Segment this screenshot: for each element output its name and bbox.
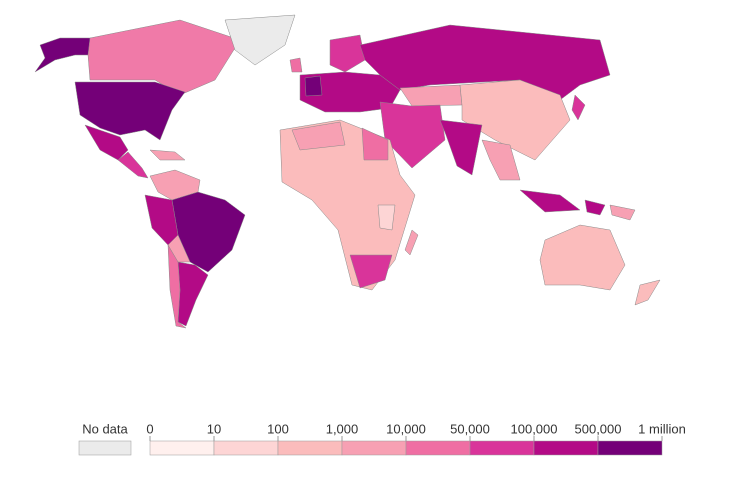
- country: [224, 14, 296, 66]
- country: [149, 149, 186, 161]
- legend-tick-label: 500,000: [575, 421, 622, 436]
- country: [349, 254, 393, 289]
- country: [117, 151, 149, 179]
- country: [439, 119, 483, 176]
- country: [289, 57, 303, 73]
- country: [177, 261, 209, 327]
- country: [609, 204, 636, 221]
- legend-bin: [277, 440, 343, 456]
- country: [377, 204, 396, 231]
- legend-bin: [469, 440, 535, 456]
- country: [304, 75, 323, 97]
- country: [34, 37, 96, 73]
- country: [571, 94, 586, 121]
- country: [634, 279, 661, 306]
- country: [584, 199, 606, 216]
- legend-tick-label: 0: [146, 421, 153, 436]
- legend-bin: [405, 440, 471, 456]
- country: [404, 229, 419, 256]
- legend-tick-label: 100: [267, 421, 289, 436]
- legend-tick-label: 50,000: [450, 421, 490, 436]
- legend-bin: [533, 440, 599, 456]
- country: [539, 224, 626, 291]
- countries: [34, 14, 661, 329]
- country: [519, 189, 581, 213]
- country: [167, 244, 187, 329]
- legend-tick-label: 100,000: [511, 421, 558, 436]
- legend-bin: [597, 440, 663, 456]
- no-data-swatch: [78, 440, 132, 456]
- legend: No data 0 10 100 1,000 10,000 50,000 100,000 500…: [78, 421, 686, 456]
- country: [361, 127, 389, 161]
- legend-bin: [213, 440, 279, 456]
- legend-bin: [149, 440, 215, 456]
- country: [459, 79, 571, 161]
- legend-tick-label: 1,000: [326, 421, 359, 436]
- legend-tick-label: 1 million: [638, 421, 686, 436]
- country: [74, 81, 186, 141]
- legend-bin: [341, 440, 407, 456]
- country: [291, 121, 346, 151]
- country: [84, 124, 129, 161]
- no-data-label: No data: [82, 421, 128, 436]
- country: [399, 84, 463, 107]
- country: [329, 34, 366, 73]
- legend-tick-label: 10: [207, 421, 221, 436]
- country: [481, 139, 521, 181]
- legend-tick-label: 10,000: [386, 421, 426, 436]
